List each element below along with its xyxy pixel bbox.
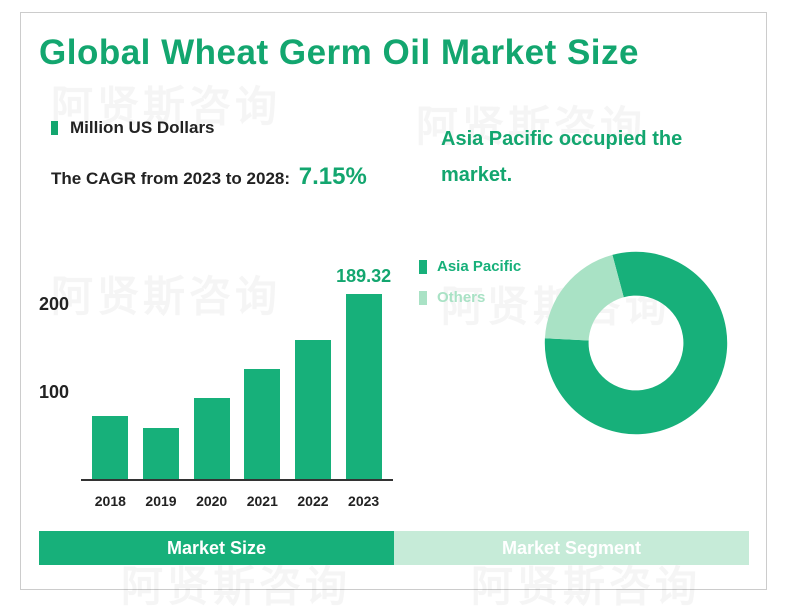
unit-row: Million US Dollars [51, 118, 215, 138]
legend-row: Others [419, 289, 521, 306]
cagr-line: The CAGR from 2023 to 2028: 7.15% [51, 163, 367, 191]
cagr-prefix: The CAGR from 2023 to 2028: [51, 169, 290, 188]
x-label: 2020 [194, 493, 230, 509]
bar-value-label: 189.32 [336, 266, 391, 287]
footer-market-segment: Market Segment [394, 531, 749, 565]
x-label: 2019 [143, 493, 179, 509]
footer-bars: Market Size Market Segment [39, 531, 749, 565]
cagr-value: 7.15% [299, 163, 367, 190]
bar [143, 428, 179, 479]
bar [92, 416, 128, 479]
bar [244, 369, 280, 479]
legend-row: Asia Pacific [419, 258, 521, 275]
unit-label: Million US Dollars [70, 118, 215, 138]
legend-swatch [419, 291, 427, 305]
x-label: 2023 [346, 493, 382, 509]
bar-chart: 100 200 189.32 2018 2019 2020 2021 2022 2023 [39, 243, 399, 513]
x-label: 2018 [92, 493, 128, 509]
legend-swatch [419, 260, 427, 274]
bar [194, 398, 230, 479]
bars-container: 189.32 [81, 261, 393, 481]
donut-legend: Asia Pacific Others [419, 258, 521, 320]
x-axis-labels: 2018 2019 2020 2021 2022 2023 [81, 493, 393, 509]
unit-marker-icon [51, 121, 58, 135]
x-label: 2021 [244, 493, 280, 509]
page-title: Global Wheat Germ Oil Market Size [39, 33, 639, 73]
y-tick: 100 [39, 382, 69, 403]
content-frame: 阿贤斯咨询 阿贤斯咨询 阿贤斯咨询 阿贤斯咨询 阿贤斯咨询 阿贤斯咨询 Glob… [20, 12, 767, 590]
donut-chart [541, 248, 731, 438]
legend-label: Asia Pacific [437, 258, 521, 275]
footer-market-size: Market Size [39, 531, 394, 565]
donut-svg [541, 248, 731, 438]
y-tick: 200 [39, 294, 69, 315]
bar: 189.32 [346, 294, 382, 479]
donut-slice [545, 255, 624, 341]
bar [295, 340, 331, 479]
segment-headline: Asia Pacific occupied the market. [441, 121, 731, 193]
x-label: 2022 [295, 493, 331, 509]
legend-label: Others [437, 289, 485, 306]
